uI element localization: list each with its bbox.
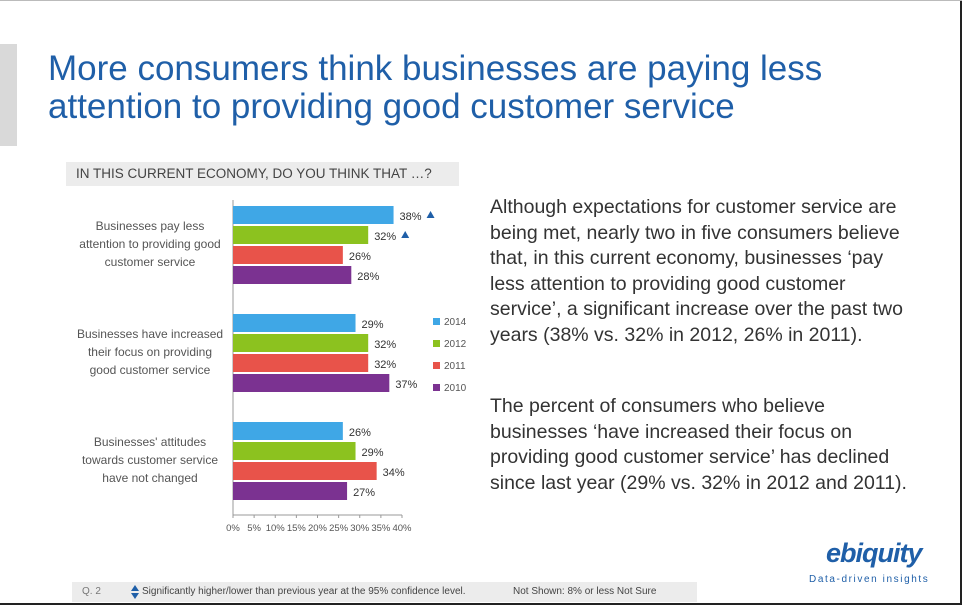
legend-label: 2010 (444, 383, 467, 394)
left-accent-bar (0, 44, 17, 146)
data-label: 27% (353, 487, 375, 499)
question-number: Q. 2 (82, 586, 101, 597)
category-label: their focus on providing (88, 345, 212, 359)
top-divider (0, 0, 962, 1)
x-tick-label: 5% (247, 523, 261, 534)
data-label: 32% (374, 231, 396, 243)
x-tick-label: 20% (308, 523, 328, 534)
bar-2014 (233, 206, 394, 224)
category-label: good customer service (90, 363, 211, 377)
category-label: Businesses have increased (77, 327, 223, 341)
bar-2011 (233, 354, 369, 372)
data-label: 29% (362, 447, 384, 459)
bar-2012 (233, 442, 356, 460)
x-tick-label: 10% (266, 523, 286, 534)
bar-chart: 0% 5% 10% 15% 20% 25% 30% 35% 40% Businesses pay … (77, 200, 467, 534)
data-label: 38% (400, 211, 422, 223)
x-tick-label: 0% (226, 523, 240, 534)
data-label: 29% (362, 319, 384, 331)
ebiquity-logo: ebiquity (826, 538, 923, 568)
question-banner: IN THIS CURRENT ECONOMY, DO YOU THINK TH… (66, 162, 459, 186)
x-tick-label: 30% (350, 523, 370, 534)
bar-2011 (233, 462, 377, 480)
legend-swatch-2014 (433, 318, 440, 325)
legend-swatch-2011 (433, 362, 440, 369)
x-tick-label: 40% (392, 523, 412, 534)
legend-label: 2012 (444, 339, 467, 350)
data-label: 28% (357, 271, 379, 283)
data-label: 34% (383, 467, 405, 479)
summary-paragraph-1: Although expectations for customer servi… (490, 196, 903, 346)
bar-2012 (233, 334, 369, 352)
significance-note: Significantly higher/lower than previous… (142, 586, 466, 597)
x-tick-label: 15% (287, 523, 307, 534)
category-label: have not changed (102, 471, 197, 485)
category-label: customer service (105, 255, 196, 269)
significance-up-icon (401, 231, 410, 238)
bar-2012 (233, 226, 369, 244)
data-label: 26% (349, 251, 371, 263)
category-label: attention to providing good (79, 237, 220, 251)
bar-2014 (233, 314, 356, 332)
data-label: 32% (374, 359, 396, 371)
up-down-arrow-icon (131, 585, 139, 599)
logo-tagline: Data-driven insights (809, 574, 930, 585)
footer-bar: Q. 2 Significantly higher/lower than pre… (72, 582, 697, 602)
significance-up-icon (426, 211, 435, 218)
data-label: 32% (374, 339, 396, 351)
legend-label: 2011 (444, 361, 466, 372)
category-label: Businesses pay less (96, 219, 205, 233)
bar-2011 (233, 246, 343, 264)
legend-swatch-2012 (433, 340, 440, 347)
bar-2010 (233, 482, 348, 500)
bar-2010 (233, 374, 390, 392)
category-label: Businesses' attitudes (94, 435, 206, 449)
bar-2010 (233, 266, 352, 284)
bar-2014 (233, 422, 343, 440)
legend-label: 2014 (444, 317, 467, 328)
legend-swatch-2010 (433, 384, 440, 391)
x-tick-label: 35% (371, 523, 391, 534)
data-label: 26% (349, 427, 371, 439)
x-tick-label: 25% (329, 523, 349, 534)
slide-title: More consumers think businesses are payi… (48, 49, 823, 126)
category-label: towards customer service (82, 453, 218, 467)
not-shown-note: Not Shown: 8% or less Not Sure (513, 586, 657, 597)
summary-paragraph-2: The percent of consumers who believe bus… (490, 395, 907, 494)
data-label: 37% (395, 379, 417, 391)
